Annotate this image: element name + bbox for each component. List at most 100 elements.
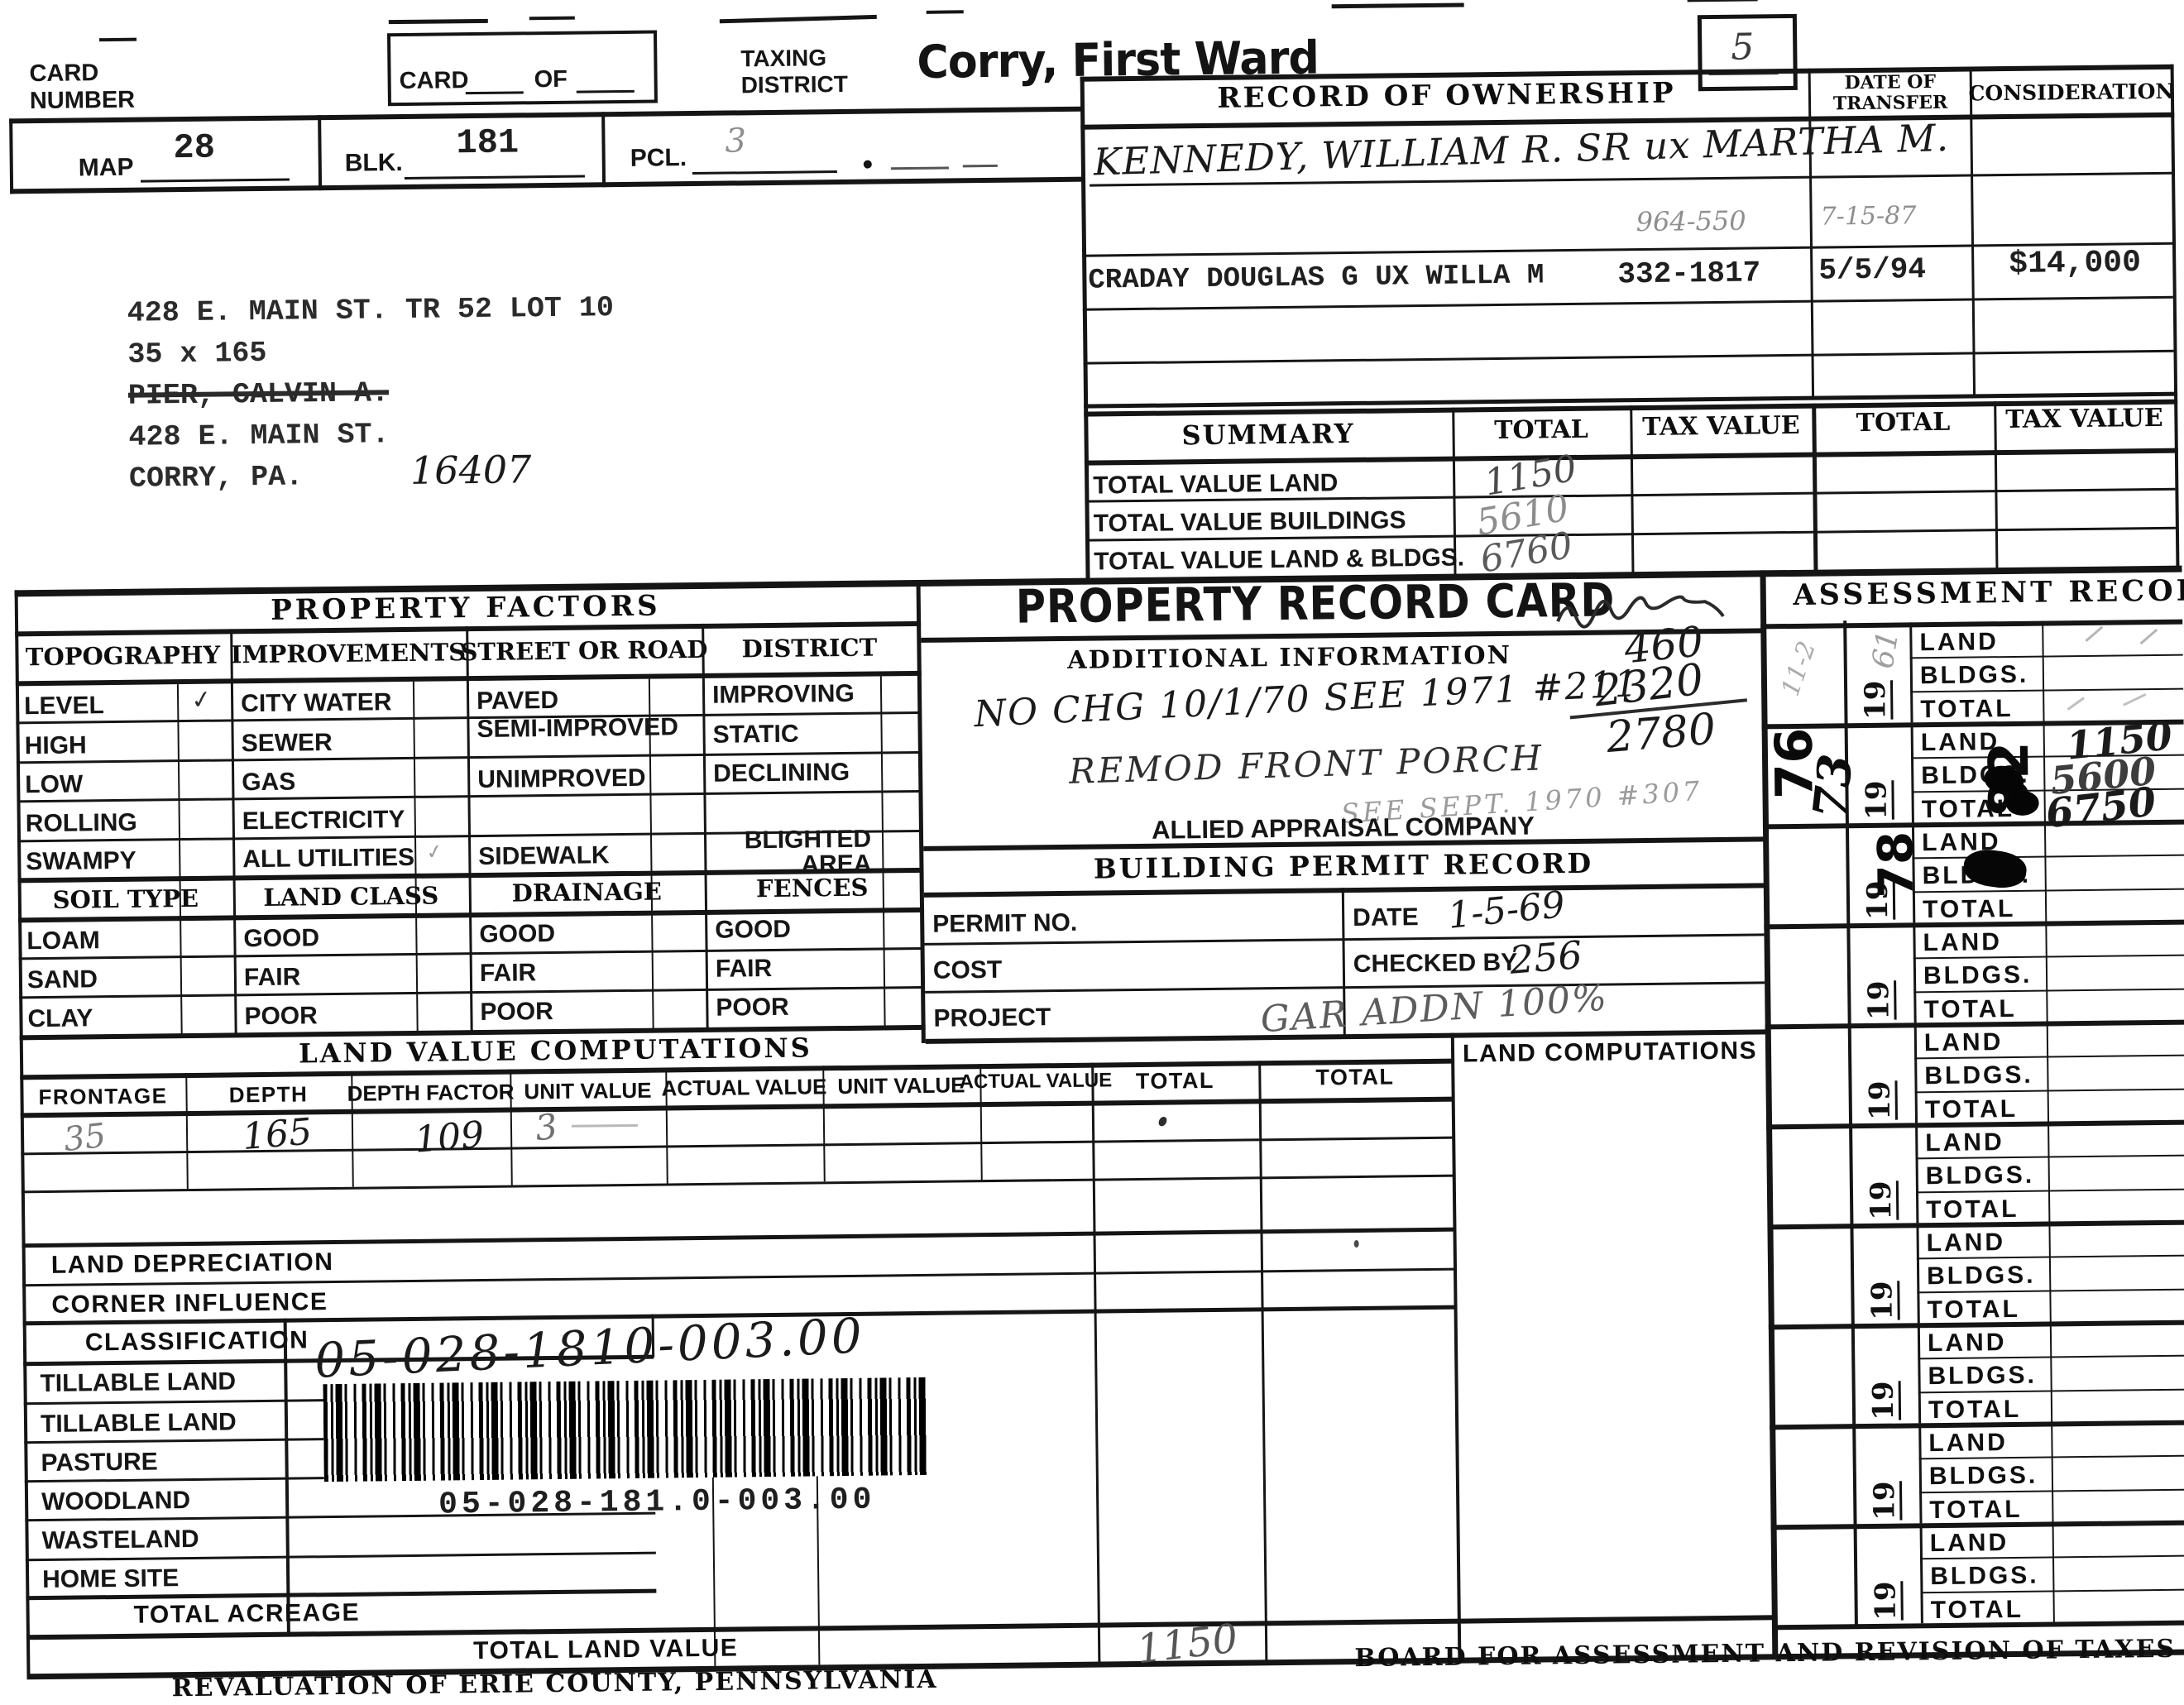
label-total: TOTAL (1920, 694, 2014, 724)
owner-row-2-date: 5/5/94 (1818, 252, 1927, 288)
landclass-good: GOOD (243, 924, 320, 953)
rule (9, 106, 1082, 124)
rule (1091, 1062, 1101, 1664)
building-permit-title: BUILDING PERMIT RECORD (1093, 846, 1594, 885)
level-checkmark: ✓ (189, 685, 214, 716)
permit-date-label: DATE (1353, 903, 1419, 932)
pcl-label: PCL. (630, 144, 687, 172)
soil-loam: LOAM (26, 927, 100, 955)
col-frontage: FRONTAGE (38, 1083, 168, 1110)
consideration-label: CONSIDERATION (1968, 79, 2175, 106)
rule (21, 1136, 1454, 1156)
fences-good: GOOD (715, 915, 792, 944)
rule (2048, 1121, 2051, 1222)
rule (1919, 1523, 1923, 1624)
factor-high: HIGH (24, 731, 87, 760)
signature-scribble (1556, 595, 1725, 629)
owner-row-2-bookpage: 332-1817 (1617, 256, 1761, 292)
fences-fair: FAIR (715, 955, 773, 983)
summary-col-taxvalue-1: TAX VALUE (1642, 410, 1800, 443)
factor-level: LEVEL (23, 692, 105, 721)
rule (1258, 1061, 1268, 1662)
label-land: LAND (1929, 1529, 2009, 1558)
col-actual-value-1: ACTUAL VALUE (661, 1074, 827, 1101)
rule (2042, 620, 2045, 721)
summary-row-label-landbldgs: TOTAL VALUE LAND & BLDGS. (1094, 544, 1465, 576)
rule (1917, 1323, 1922, 1424)
blk-label: BLK. (344, 149, 403, 177)
rule (21, 1174, 1454, 1194)
map-underline (140, 178, 290, 183)
rule (2045, 921, 2048, 1022)
label-bldgs: BLDGS. (1925, 1161, 2035, 1190)
rule (2049, 1321, 2053, 1422)
class-wasteland: WASTELAND (41, 1525, 199, 1555)
rule (9, 118, 14, 194)
pencil-slash (2139, 628, 2158, 645)
rule (1083, 349, 2174, 365)
taxing-district-label: TAXING DISTRICT (740, 45, 848, 98)
factor-paved: PAVED (476, 686, 559, 716)
ink-dot (1157, 1115, 1169, 1128)
label-total: TOTAL (1930, 1595, 2024, 1625)
property-record-card-title: PROPERTY RECORD CARD (1015, 573, 1616, 635)
pencil-slash (2123, 692, 2147, 706)
factor-semi-improved: SEMI-IMPROVED (477, 713, 679, 744)
rule (2170, 64, 2180, 568)
card-count-value: 5 (1730, 26, 1755, 69)
pcl-value: 3 (725, 122, 747, 160)
factor-electricity: ELECTRICITY (242, 806, 405, 836)
landclass-poor: POOR (244, 1002, 318, 1031)
scan-artifact (719, 14, 877, 24)
factor-unimproved: UNIMPROVED (477, 764, 646, 794)
scan-artifact (926, 10, 964, 14)
rule (2048, 1221, 2052, 1322)
address-line-2: 35 x 165 (127, 336, 267, 371)
all-utilities-mark: ✓ (424, 839, 445, 865)
map-label: MAP (78, 153, 134, 182)
topography-header: TOPOGRAPHY (25, 640, 221, 672)
improvements-header: IMPROVEMENTS (230, 638, 467, 669)
permit-cost-label: COST (932, 955, 1003, 984)
year-prefix: 19 (1858, 680, 1893, 721)
year-prefix: 19 (1864, 1181, 1899, 1221)
year-prefix: 19 (1863, 1080, 1898, 1121)
land-depreciation-label: LAND DEPRECIATION (50, 1248, 334, 1279)
summary-row-label-land: TOTAL VALUE LAND (1093, 469, 1339, 500)
rule (176, 684, 183, 1036)
year-prefix: 19 (1866, 1281, 1899, 1321)
rule (1082, 295, 2173, 311)
pcl-dash (962, 164, 998, 168)
soil-sand: SAND (26, 965, 98, 994)
rule (1913, 1023, 1918, 1123)
rule (2051, 1421, 2054, 1522)
label-total: TOTAL (1928, 1395, 2022, 1425)
rule (711, 1448, 716, 1666)
rule (2043, 821, 2048, 922)
factor-blighted-area: BLIGHTED AREA (744, 825, 872, 879)
label-total: TOTAL (1922, 894, 2016, 924)
drainage-good: GOOD (479, 919, 556, 949)
rule (1910, 722, 1914, 823)
factor-all-utilities: ALL UTILITIES (242, 843, 415, 874)
col-unit-value-2: UNIT VALUE (837, 1072, 965, 1099)
total-land-value-label: TOTAL LAND VALUE (472, 1634, 739, 1665)
checked-by-value: 256 (1507, 932, 1584, 983)
factor-sewer: SEWER (241, 729, 333, 758)
blk-value: 181 (456, 122, 520, 164)
class-tillable-2: TILLABLE LAND (40, 1408, 237, 1439)
soil-clay: CLAY (27, 1004, 93, 1033)
block1-year-value: 61 (1866, 628, 1906, 672)
rule (879, 676, 886, 1027)
ownership-title: RECORD OF OWNERSHIP (1217, 76, 1676, 115)
summary-col-taxvalue-2: TAX VALUE (2005, 403, 2163, 435)
rule (1918, 1423, 1923, 1524)
checked-by-label: CHECKED BY (1353, 948, 1518, 979)
owner-row-1-bookpage: 964-550 (1636, 204, 1746, 238)
year-prefix: 19 (1869, 1581, 1903, 1621)
drainage-fair: FAIR (479, 959, 537, 988)
permit-date-value: 1-5-69 (1445, 884, 1567, 937)
owner-row-2-consideration: $14,000 (2009, 245, 2142, 282)
date-of-transfer-label: DATE OF TRANSFER (1832, 70, 1948, 115)
rule (283, 1318, 290, 1634)
